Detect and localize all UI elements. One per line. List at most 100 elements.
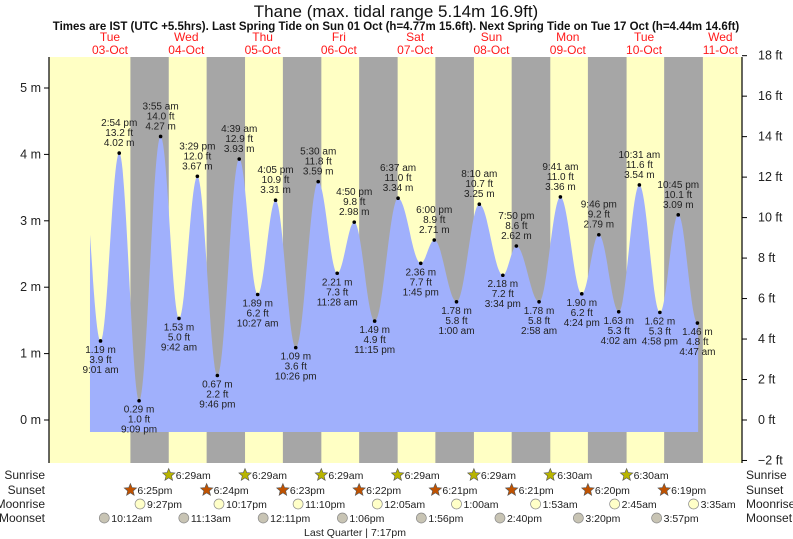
moonset-time: 3:57pm: [664, 513, 699, 525]
day-date-label: 10-Oct: [626, 43, 663, 57]
day-name-label: Mon: [556, 30, 579, 44]
sunset-time: 6:23pm: [290, 485, 325, 497]
sunset-icon: [504, 482, 519, 496]
day-name-label: Tue: [100, 30, 121, 44]
high-tide-time-label: 10:45 pm: [657, 180, 699, 191]
moonrise-time: 2:45am: [622, 499, 657, 511]
high-tide-meters-label: 4.02 m: [104, 138, 135, 149]
low-tide-point: [255, 292, 260, 297]
moonrise-icon: [530, 498, 541, 510]
moonset-row-label-right: Moonset: [746, 511, 793, 525]
low-tide-point: [695, 321, 700, 325]
high-tide-feet-label: 11.0 ft: [547, 172, 574, 183]
high-tide-feet-label: 10.1 ft: [664, 190, 692, 201]
high-tide-feet-label: 14.0 ft: [147, 111, 175, 122]
low-tide-time-label: 1:45 pm: [403, 287, 439, 298]
high-tide-feet-label: 12.0 ft: [183, 151, 211, 162]
high-tide-point: [396, 196, 400, 201]
right-axis-tick-label: 8 ft: [758, 251, 776, 265]
low-tide-feet-label: 4.9 ft: [364, 335, 386, 346]
low-tide-time-label: 2:58 am: [521, 326, 557, 337]
low-tide-meters-label: 1.89 m: [242, 299, 273, 310]
low-tide-point: [454, 300, 459, 304]
high-tide-time-label: 2:54 pm: [101, 118, 137, 129]
low-tide-time-label: 9:42 am: [161, 342, 197, 353]
moonrise-icon: [371, 498, 383, 510]
high-tide-time-label: 6:37 am: [380, 163, 416, 174]
low-tide-feet-label: 5.3 ft: [608, 326, 630, 337]
high-tide-feet-label: 8.6 ft: [505, 221, 527, 232]
high-tide-meters-label: 3.09 m: [663, 200, 694, 211]
high-tide-point: [237, 157, 242, 161]
tide-area: [89, 136, 699, 432]
high-tide-time-label: 4:50 pm: [336, 187, 372, 198]
high-tide-point: [514, 244, 519, 248]
day-date-label: 08-Oct: [473, 43, 510, 57]
moonrise-icon: [134, 498, 146, 510]
high-tide-meters-label: 3.36 m: [545, 182, 576, 193]
low-tide-point: [372, 319, 377, 323]
right-axis-tick-label: 0 ft: [758, 413, 776, 427]
high-tide-point: [316, 179, 321, 184]
low-tide-meters-label: 1.19 m: [85, 345, 116, 356]
low-tide-feet-label: 7.2 ft: [492, 289, 514, 300]
low-tide-point: [579, 292, 584, 296]
low-tide-feet-label: 7.7 ft: [410, 277, 432, 288]
low-tide-point: [293, 345, 298, 350]
high-tide-time-label: 3:55 am: [143, 101, 179, 112]
low-tide-point: [418, 261, 423, 266]
moonset-time: 12:11pm: [270, 513, 310, 525]
low-tide-feet-label: 5.8 ft: [528, 316, 550, 327]
low-tide-feet-label: 4.8 ft: [686, 337, 708, 348]
high-tide-feet-label: 13.2 ft: [105, 128, 133, 139]
low-tide-feet-label: 5.3 ft: [649, 326, 671, 337]
low-tide-meters-label: 1.53 m: [164, 322, 195, 333]
day-name-label: Wed: [708, 30, 732, 44]
high-tide-time-label: 7:50 pm: [498, 211, 534, 222]
high-tide-feet-label: 9.8 ft: [343, 197, 365, 208]
high-tide-meters-label: 2.71 m: [419, 225, 450, 236]
left-axis-tick-label: 0 m: [20, 413, 41, 427]
low-tide-time-label: 3:34 pm: [485, 299, 521, 310]
sunrise-row-label-right: Sunrise: [746, 468, 787, 482]
low-tide-meters-label: 2.18 m: [488, 279, 519, 290]
high-tide-point: [195, 174, 200, 179]
low-tide-feet-label: 2.2 ft: [206, 390, 228, 401]
sunset-time: 6:21pm: [442, 485, 477, 497]
high-tide-time-label: 6:00 pm: [416, 205, 452, 216]
low-tide-feet-label: 5.8 ft: [445, 316, 467, 327]
high-tide-point: [117, 151, 122, 155]
low-tide-meters-label: 1.90 m: [566, 298, 597, 309]
high-tide-feet-label: 8.9 ft: [423, 215, 445, 226]
high-tide-meters-label: 3.67 m: [182, 161, 213, 172]
sunset-time: 6:21pm: [519, 485, 554, 497]
low-tide-meters-label: 2.36 m: [405, 267, 436, 278]
sunset-icon: [199, 482, 214, 496]
low-tide-time-label: 10:26 pm: [275, 372, 317, 383]
high-tide-meters-label: 4.27 m: [145, 121, 176, 132]
low-tide-time-label: 4:02 am: [601, 336, 637, 347]
high-tide-point: [637, 183, 642, 187]
low-tide-point: [501, 273, 505, 278]
high-tide-feet-label: 11.6 ft: [626, 160, 653, 171]
moonrise-time: 1:00am: [464, 499, 499, 511]
high-tide-point: [597, 232, 601, 237]
high-tide-meters-label: 3.25 m: [464, 189, 495, 200]
low-tide-point: [215, 373, 220, 378]
day-name-label: Fri: [332, 30, 346, 44]
high-tide-meters-label: 2.62 m: [501, 231, 532, 242]
moonset-time: 1:56pm: [428, 513, 463, 525]
high-tide-feet-label: 9.2 ft: [588, 210, 610, 221]
moonrise-time: 3:35am: [701, 499, 736, 511]
low-tide-time-label: 9:46 pm: [199, 400, 235, 411]
left-axis-tick-label: 1 m: [20, 347, 41, 361]
left-axis-tick-label: 3 m: [20, 214, 41, 228]
sunset-time: 6:25pm: [137, 485, 172, 497]
low-tide-meters-label: 1.78 m: [524, 306, 555, 317]
high-tide-meters-label: 3.31 m: [260, 185, 291, 196]
moonset-time: 11:13am: [191, 513, 231, 525]
sunrise-icon: [390, 467, 405, 481]
moonset-icon: [178, 512, 190, 524]
left-axis-tick-label: 2 m: [20, 280, 41, 294]
